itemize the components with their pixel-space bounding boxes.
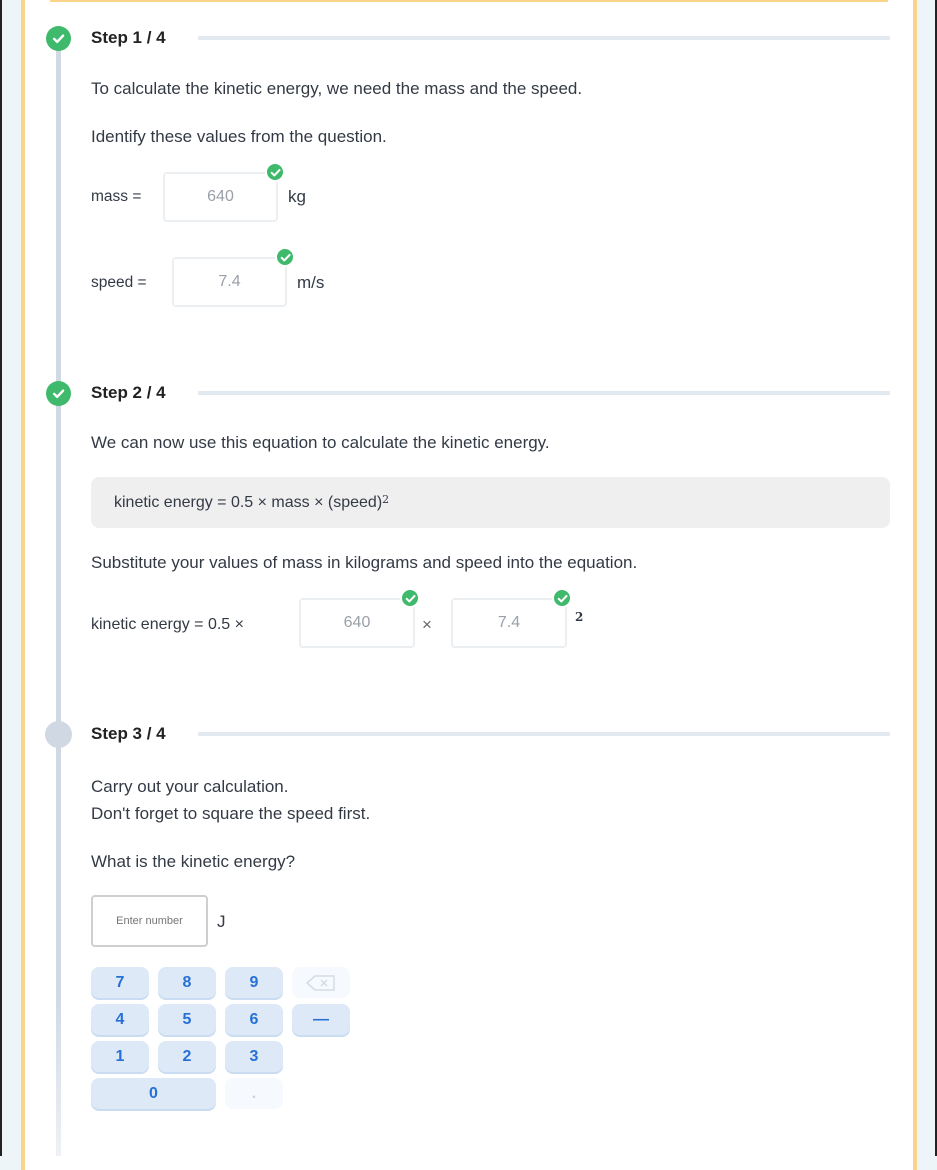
key-1[interactable]: 1 bbox=[91, 1041, 149, 1072]
key-3[interactable]: 3 bbox=[225, 1041, 283, 1072]
backspace-icon bbox=[306, 974, 335, 991]
mass-unit: kg bbox=[288, 187, 306, 206]
correct-check-icon bbox=[275, 247, 295, 267]
correct-check-icon bbox=[552, 588, 572, 608]
answer-unit: J bbox=[217, 912, 226, 931]
correct-check-icon bbox=[265, 162, 285, 182]
speed-unit: m/s bbox=[297, 273, 325, 292]
divider bbox=[198, 391, 890, 395]
key-decimal[interactable]: . bbox=[225, 1078, 283, 1109]
formula-text: kinetic energy = 0.5 × mass × (speed) bbox=[114, 493, 383, 511]
solution-card bbox=[21, 0, 917, 1170]
step-text: To calculate the kinetic energy, we need… bbox=[91, 79, 583, 98]
window-edge bbox=[0, 0, 2, 1156]
step-pending-icon bbox=[45, 721, 72, 748]
key-0[interactable]: 0 bbox=[91, 1078, 216, 1109]
speed-label: speed = bbox=[91, 274, 147, 291]
formula-exponent: 2 bbox=[382, 493, 390, 506]
key-4[interactable]: 4 bbox=[91, 1004, 149, 1035]
key-5[interactable]: 5 bbox=[158, 1004, 216, 1035]
formula-box: kinetic energy = 0.5 × mass × (speed) 2 bbox=[91, 477, 890, 528]
step-text: Substitute your values of mass in kilogr… bbox=[91, 553, 638, 572]
step-text: Identify these values from the question. bbox=[91, 127, 387, 146]
question-text: What is the kinetic energy? bbox=[91, 852, 296, 871]
times-sign: × bbox=[422, 615, 432, 634]
divider bbox=[198, 732, 890, 736]
mass-input[interactable]: 640 bbox=[163, 172, 278, 222]
key-6[interactable]: 6 bbox=[225, 1004, 283, 1035]
backspace-button[interactable] bbox=[292, 967, 350, 998]
step-text: We can now use this equation to calculat… bbox=[91, 433, 550, 452]
equation-mass-input[interactable]: 640 bbox=[299, 598, 415, 648]
equation-prefix: kinetic energy = 0.5 × bbox=[91, 616, 244, 633]
equation-exponent: 2 bbox=[575, 610, 584, 624]
divider bbox=[198, 36, 890, 40]
step-complete-icon bbox=[46, 26, 71, 51]
equation-speed-input[interactable]: 7.4 bbox=[451, 598, 567, 648]
key-7[interactable]: 7 bbox=[91, 967, 149, 998]
key-8[interactable]: 8 bbox=[158, 967, 216, 998]
step-complete-icon bbox=[46, 381, 71, 406]
step-timeline bbox=[56, 38, 61, 1156]
step-title: Step 2 / 4 bbox=[91, 383, 166, 402]
key-9[interactable]: 9 bbox=[225, 967, 283, 998]
key-2[interactable]: 2 bbox=[158, 1041, 216, 1072]
step-title: Step 3 / 4 bbox=[91, 724, 166, 743]
speed-input[interactable]: 7.4 bbox=[172, 257, 287, 307]
step-text: Carry out your calculation. bbox=[91, 777, 289, 796]
answer-input[interactable] bbox=[91, 895, 208, 947]
divider bbox=[50, 0, 888, 2]
key-minus[interactable]: — bbox=[292, 1004, 350, 1035]
mass-label: mass = bbox=[91, 188, 142, 205]
correct-check-icon bbox=[400, 588, 420, 608]
step-title: Step 1 / 4 bbox=[91, 28, 166, 47]
window-edge bbox=[935, 0, 937, 1156]
step-text: Don't forget to square the speed first. bbox=[91, 804, 371, 823]
